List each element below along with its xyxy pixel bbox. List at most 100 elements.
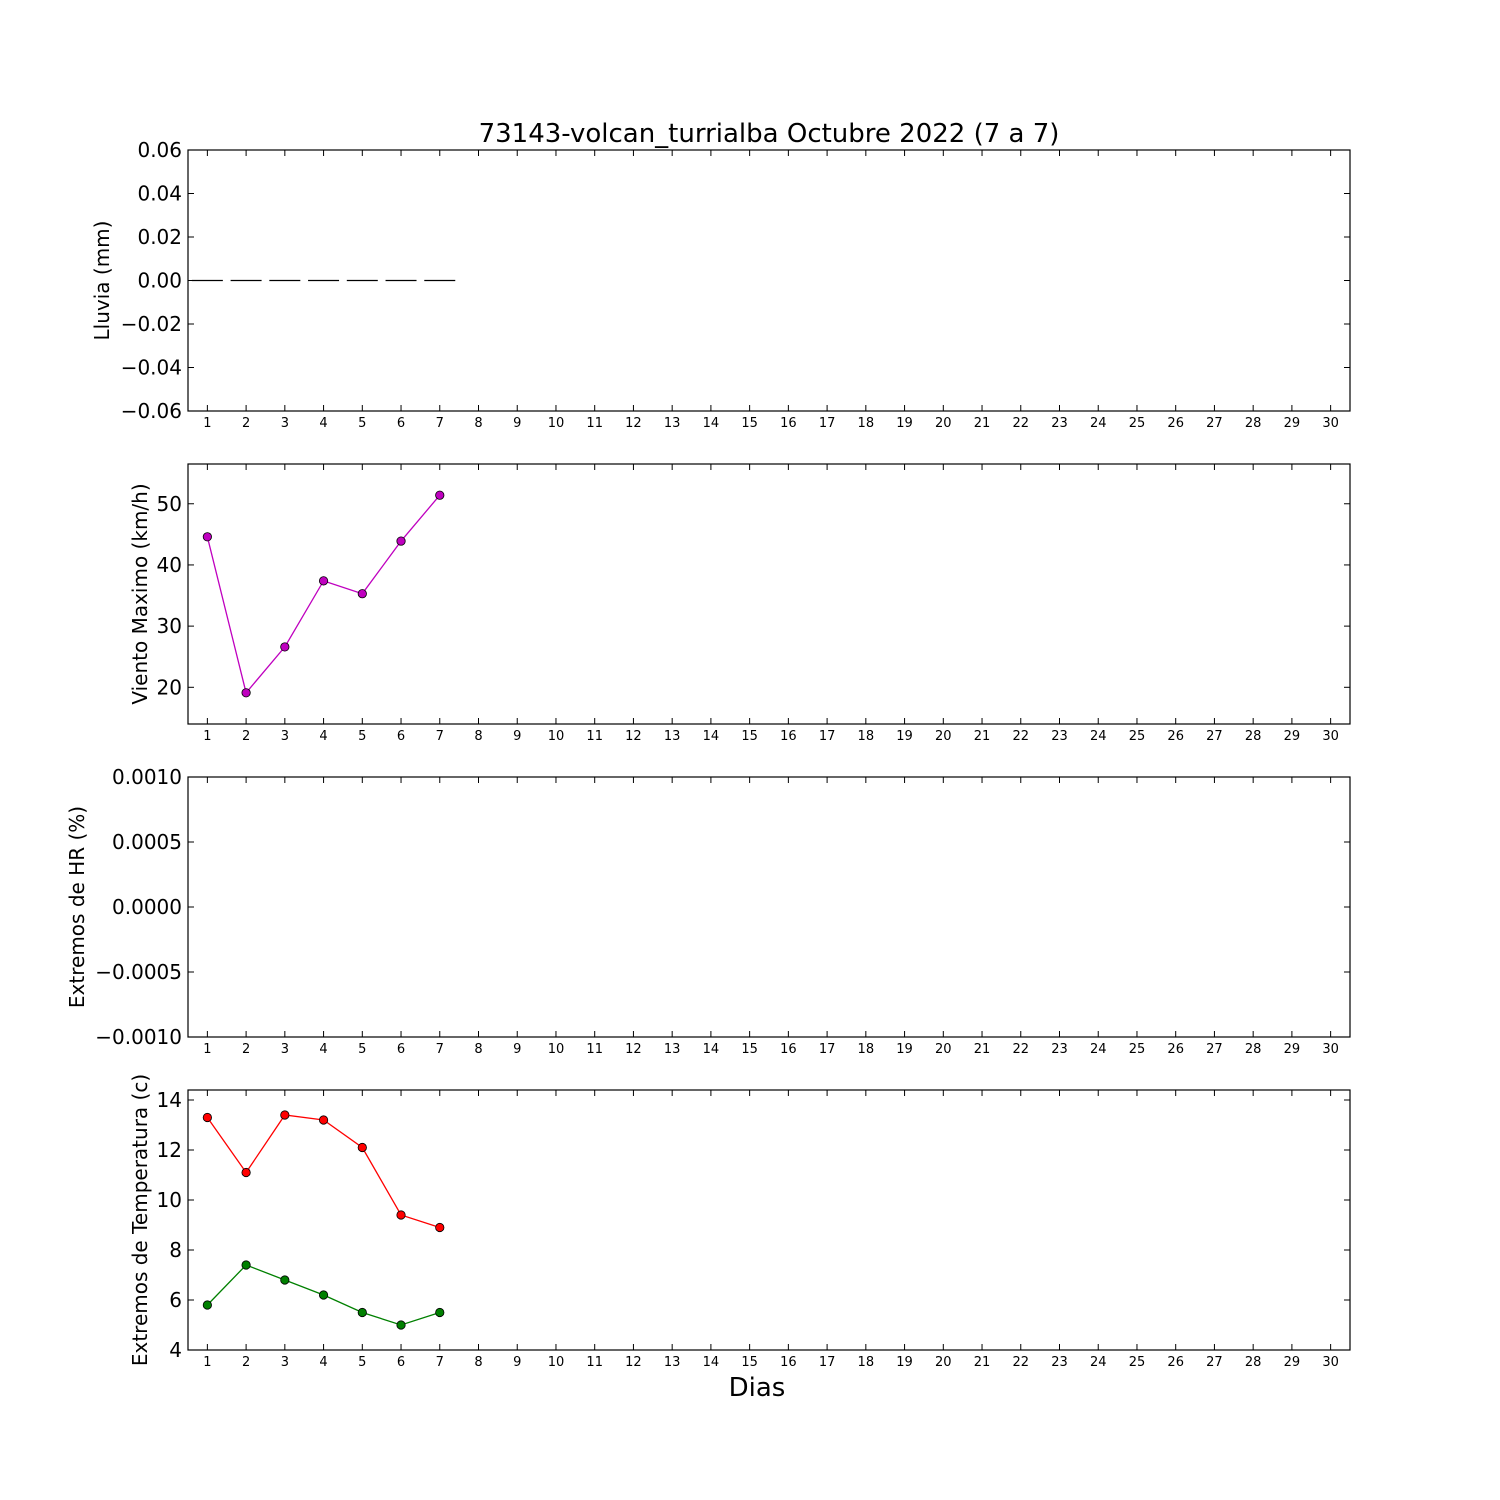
x-tick-label: 17: [819, 1355, 836, 1370]
y-tick-label: −0.0005: [95, 960, 182, 984]
x-tick-label: 23: [1051, 729, 1068, 744]
x-tick-label: 5: [358, 729, 366, 744]
x-tick-label: 26: [1167, 1355, 1184, 1370]
x-tick-label: 20: [935, 729, 952, 744]
data-point: [202, 1112, 212, 1123]
x-tick-label: 8: [474, 1355, 482, 1370]
x-tick-label: 24: [1090, 729, 1107, 744]
x-tick-label: 25: [1129, 1042, 1146, 1057]
x-tick-label: 26: [1167, 1042, 1184, 1057]
x-tick-label: 8: [474, 729, 482, 744]
x-tick-label: 3: [281, 729, 289, 744]
x-tick-label: 15: [741, 729, 758, 744]
x-tick-label: 28: [1245, 729, 1262, 744]
x-tick-label: 30: [1322, 729, 1339, 744]
x-tick-label: 6: [397, 1042, 405, 1057]
data-point: [241, 688, 251, 698]
x-tick-label: 1: [203, 729, 211, 744]
y-tick-label: 0.04: [137, 182, 182, 206]
x-tick-label: 26: [1167, 729, 1184, 744]
y-tick-label: 10: [157, 1188, 182, 1212]
x-tick-label: 1: [203, 416, 211, 431]
y-tick-label: 50: [157, 492, 182, 516]
x-tick-label: 13: [664, 1355, 681, 1370]
data-point: [357, 1142, 367, 1153]
data-point: [435, 490, 445, 500]
x-tick-label: 14: [703, 416, 720, 431]
x-tick-label: 19: [896, 416, 913, 431]
x-tick-label: 17: [819, 416, 836, 431]
x-tick-label: 9: [513, 1355, 521, 1370]
x-tick-label: 28: [1245, 1042, 1262, 1057]
x-tick-label: 26: [1167, 416, 1184, 431]
y-tick-label: 40: [157, 553, 182, 577]
x-tick-label: 20: [935, 1042, 952, 1057]
x-tick-label: 6: [397, 416, 405, 431]
y-tick-label: 30: [157, 614, 182, 638]
x-tick-label: 7: [436, 1042, 444, 1057]
x-tick-label: 3: [281, 1042, 289, 1057]
x-tick-label: 2: [242, 729, 250, 744]
x-tick-label: 24: [1090, 1042, 1107, 1057]
x-tick-label: 20: [935, 1355, 952, 1370]
panel-1: 0.060.040.020.00−0.02−0.04−0.061 2 3 4 5 6 7 8 9…: [90, 119, 1351, 431]
x-tick-label: 8: [474, 1042, 482, 1057]
x-tick-label: 25: [1129, 1355, 1146, 1370]
x-tick-label: 12: [625, 1042, 642, 1057]
x-tick-label: 13: [664, 729, 681, 744]
y-tick-label: 14: [157, 1088, 182, 1112]
x-tick-label: 21: [974, 1042, 991, 1057]
x-tick-label: 2: [242, 416, 250, 431]
x-tick-label: 29: [1284, 1355, 1301, 1370]
x-tick-label: 15: [741, 416, 758, 431]
x-tick-label: 15: [741, 1042, 758, 1057]
x-tick-label: 1: [203, 1355, 211, 1370]
y-tick-label: 0.0010: [112, 765, 182, 789]
y-axis-label: Extremos de Temperatura (c): [128, 1074, 152, 1366]
x-tick-label: 3: [281, 1355, 289, 1370]
x-tick-label: 18: [858, 1042, 875, 1057]
x-tick-label: 17: [819, 1042, 836, 1057]
x-tick-label: 12: [625, 1355, 642, 1370]
x-tick-label: 11: [586, 1355, 603, 1370]
data-point: [396, 1320, 406, 1330]
axes-frame: [187, 776, 1351, 1038]
x-tick-label: 9: [513, 1042, 521, 1057]
data-point: [318, 576, 329, 586]
x-tick-label: 27: [1206, 1355, 1223, 1370]
x-tick-label: 5: [358, 1042, 366, 1057]
x-tick-label: 19: [896, 1042, 913, 1057]
data-point: [318, 1290, 329, 1300]
x-tick-label: 22: [1012, 416, 1029, 431]
x-tick-label: 11: [586, 1042, 603, 1057]
y-tick-label: −0.04: [121, 356, 182, 380]
data-point: [435, 1307, 445, 1318]
x-tick-label: 23: [1051, 1042, 1068, 1057]
series-line-1: [206, 494, 441, 695]
x-tick-label: 2: [242, 1355, 250, 1370]
y-tick-label: 0.06: [137, 138, 182, 162]
x-tick-label: 21: [974, 729, 991, 744]
y-tick-label: 0.0005: [112, 830, 182, 854]
y-tick-label: −0.06: [121, 399, 182, 423]
x-tick-label: 13: [664, 416, 681, 431]
y-axis-label: Extremos de HR (%): [65, 806, 89, 1008]
axes-frame: [187, 463, 1351, 725]
x-tick-label: 27: [1206, 1042, 1223, 1057]
x-tick-label: 29: [1284, 416, 1301, 431]
data-point: [241, 1260, 251, 1270]
x-tick-label: 27: [1206, 729, 1223, 744]
data-point: [435, 1222, 445, 1233]
x-tick-label: 23: [1051, 1355, 1068, 1370]
x-tick-label: 11: [586, 416, 603, 431]
x-tick-label: 25: [1129, 416, 1146, 431]
x-tick-label: 8: [474, 416, 482, 431]
x-tick-label: 3: [281, 416, 289, 431]
x-tick-label: 12: [625, 416, 642, 431]
x-tick-label: 16: [780, 729, 797, 744]
x-tick-label: 6: [397, 1355, 405, 1370]
x-tick-label: 16: [780, 416, 797, 431]
x-tick-label: 28: [1245, 1355, 1262, 1370]
